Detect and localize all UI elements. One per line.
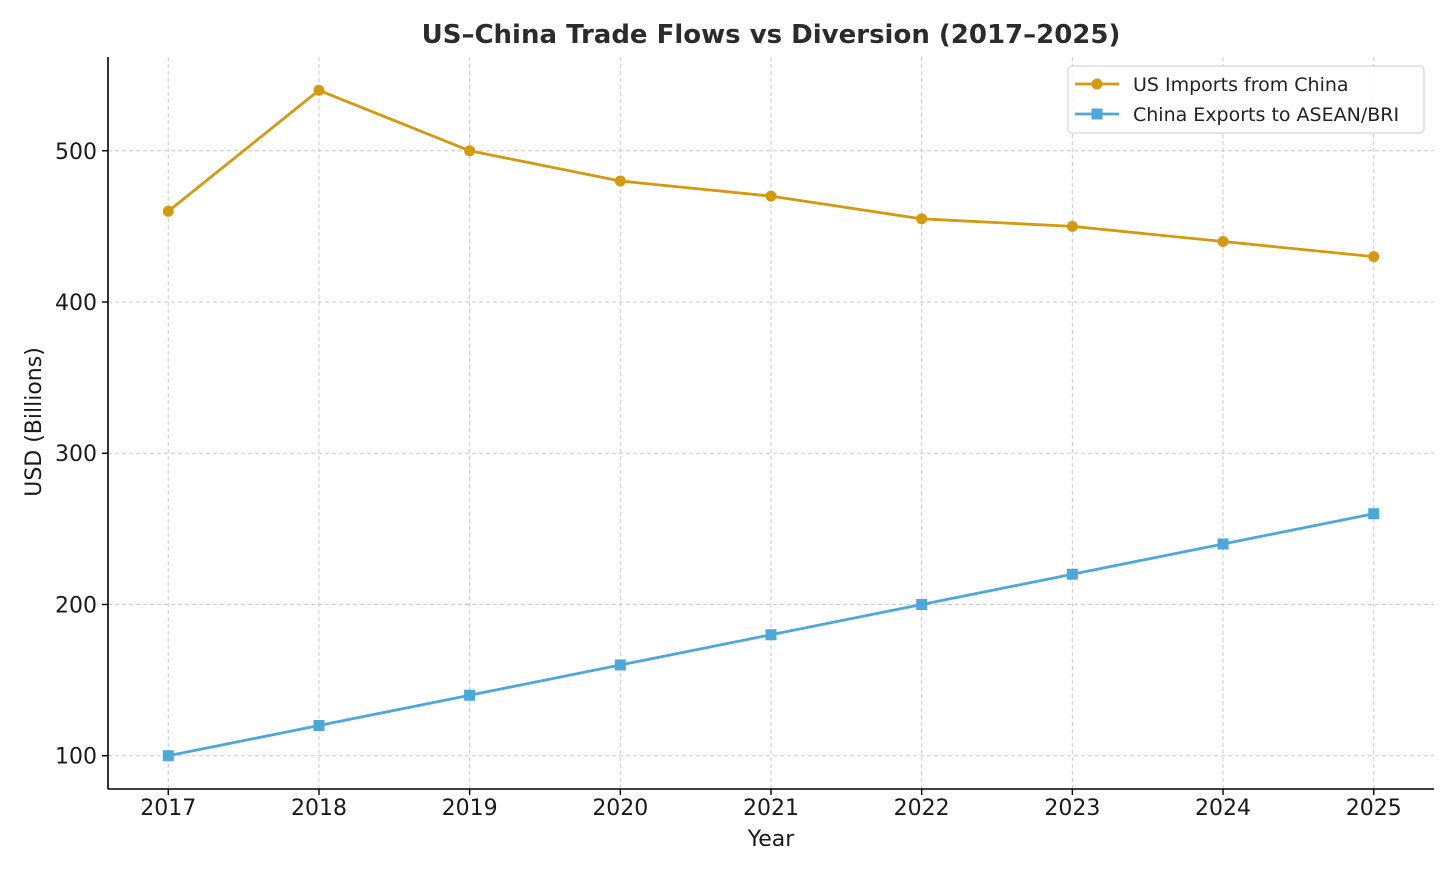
data-point-0-2020 <box>614 175 626 187</box>
data-point-0-2024 <box>1217 236 1229 248</box>
data-point-0-2022 <box>916 213 928 225</box>
data-point-1-2018 <box>313 719 325 731</box>
data-point-0-2019 <box>464 145 476 157</box>
x-tick-label-2024: 2024 <box>1195 796 1251 821</box>
y-tick-label-300: 300 <box>55 442 97 467</box>
data-point-1-2022 <box>916 598 928 610</box>
x-tick-label-2019: 2019 <box>442 796 498 821</box>
legend-label-1: China Exports to ASEAN/BRI <box>1133 104 1399 126</box>
y-tick-label-500: 500 <box>55 140 97 165</box>
legend-frame <box>1067 65 1425 134</box>
x-tick-label-2021: 2021 <box>743 796 799 821</box>
chart-title: US–China Trade Flows vs Diversion (2017–… <box>422 20 1121 50</box>
data-point-1-2017 <box>162 750 174 762</box>
x-tick-label-2020: 2020 <box>592 796 648 821</box>
x-tick-label-2025: 2025 <box>1346 796 1402 821</box>
data-point-1-2020 <box>614 659 626 671</box>
legend-marker-1 <box>1091 108 1103 120</box>
data-point-1-2019 <box>464 689 476 701</box>
series-1 <box>162 508 1380 762</box>
data-point-0-2018 <box>313 84 325 96</box>
axes: 2017 2018 2019 2020 2021 2022 2023 2024 2025 100 2… <box>55 57 1434 821</box>
x-tick-label-2022: 2022 <box>894 796 950 821</box>
data-point-1-2021 <box>765 629 777 641</box>
data-point-0-2025 <box>1368 251 1380 263</box>
data-point-1-2024 <box>1217 538 1229 550</box>
y-tick-label-400: 400 <box>55 291 97 316</box>
data-point-1-2023 <box>1066 568 1078 580</box>
grid-lines <box>108 57 1434 789</box>
x-tick-label-2018: 2018 <box>291 796 347 821</box>
legend-marker-0 <box>1091 78 1103 90</box>
legend: US Imports from China China Exports to AS… <box>1067 65 1425 134</box>
x-tick-label-2023: 2023 <box>1044 796 1100 821</box>
series-layer <box>162 84 1380 762</box>
series-0 <box>162 84 1380 263</box>
data-point-0-2023 <box>1066 220 1078 232</box>
y-axis-label: USD (Billions) <box>22 347 47 497</box>
x-tick-label-2017: 2017 <box>140 796 196 821</box>
data-point-1-2025 <box>1368 508 1380 520</box>
data-point-0-2021 <box>765 190 777 202</box>
y-tick-label-100: 100 <box>55 745 97 770</box>
x-axis-label: Year <box>747 827 796 852</box>
legend-label-0: US Imports from China <box>1133 74 1349 96</box>
data-point-0-2017 <box>162 205 174 217</box>
y-tick-label-200: 200 <box>55 593 97 618</box>
